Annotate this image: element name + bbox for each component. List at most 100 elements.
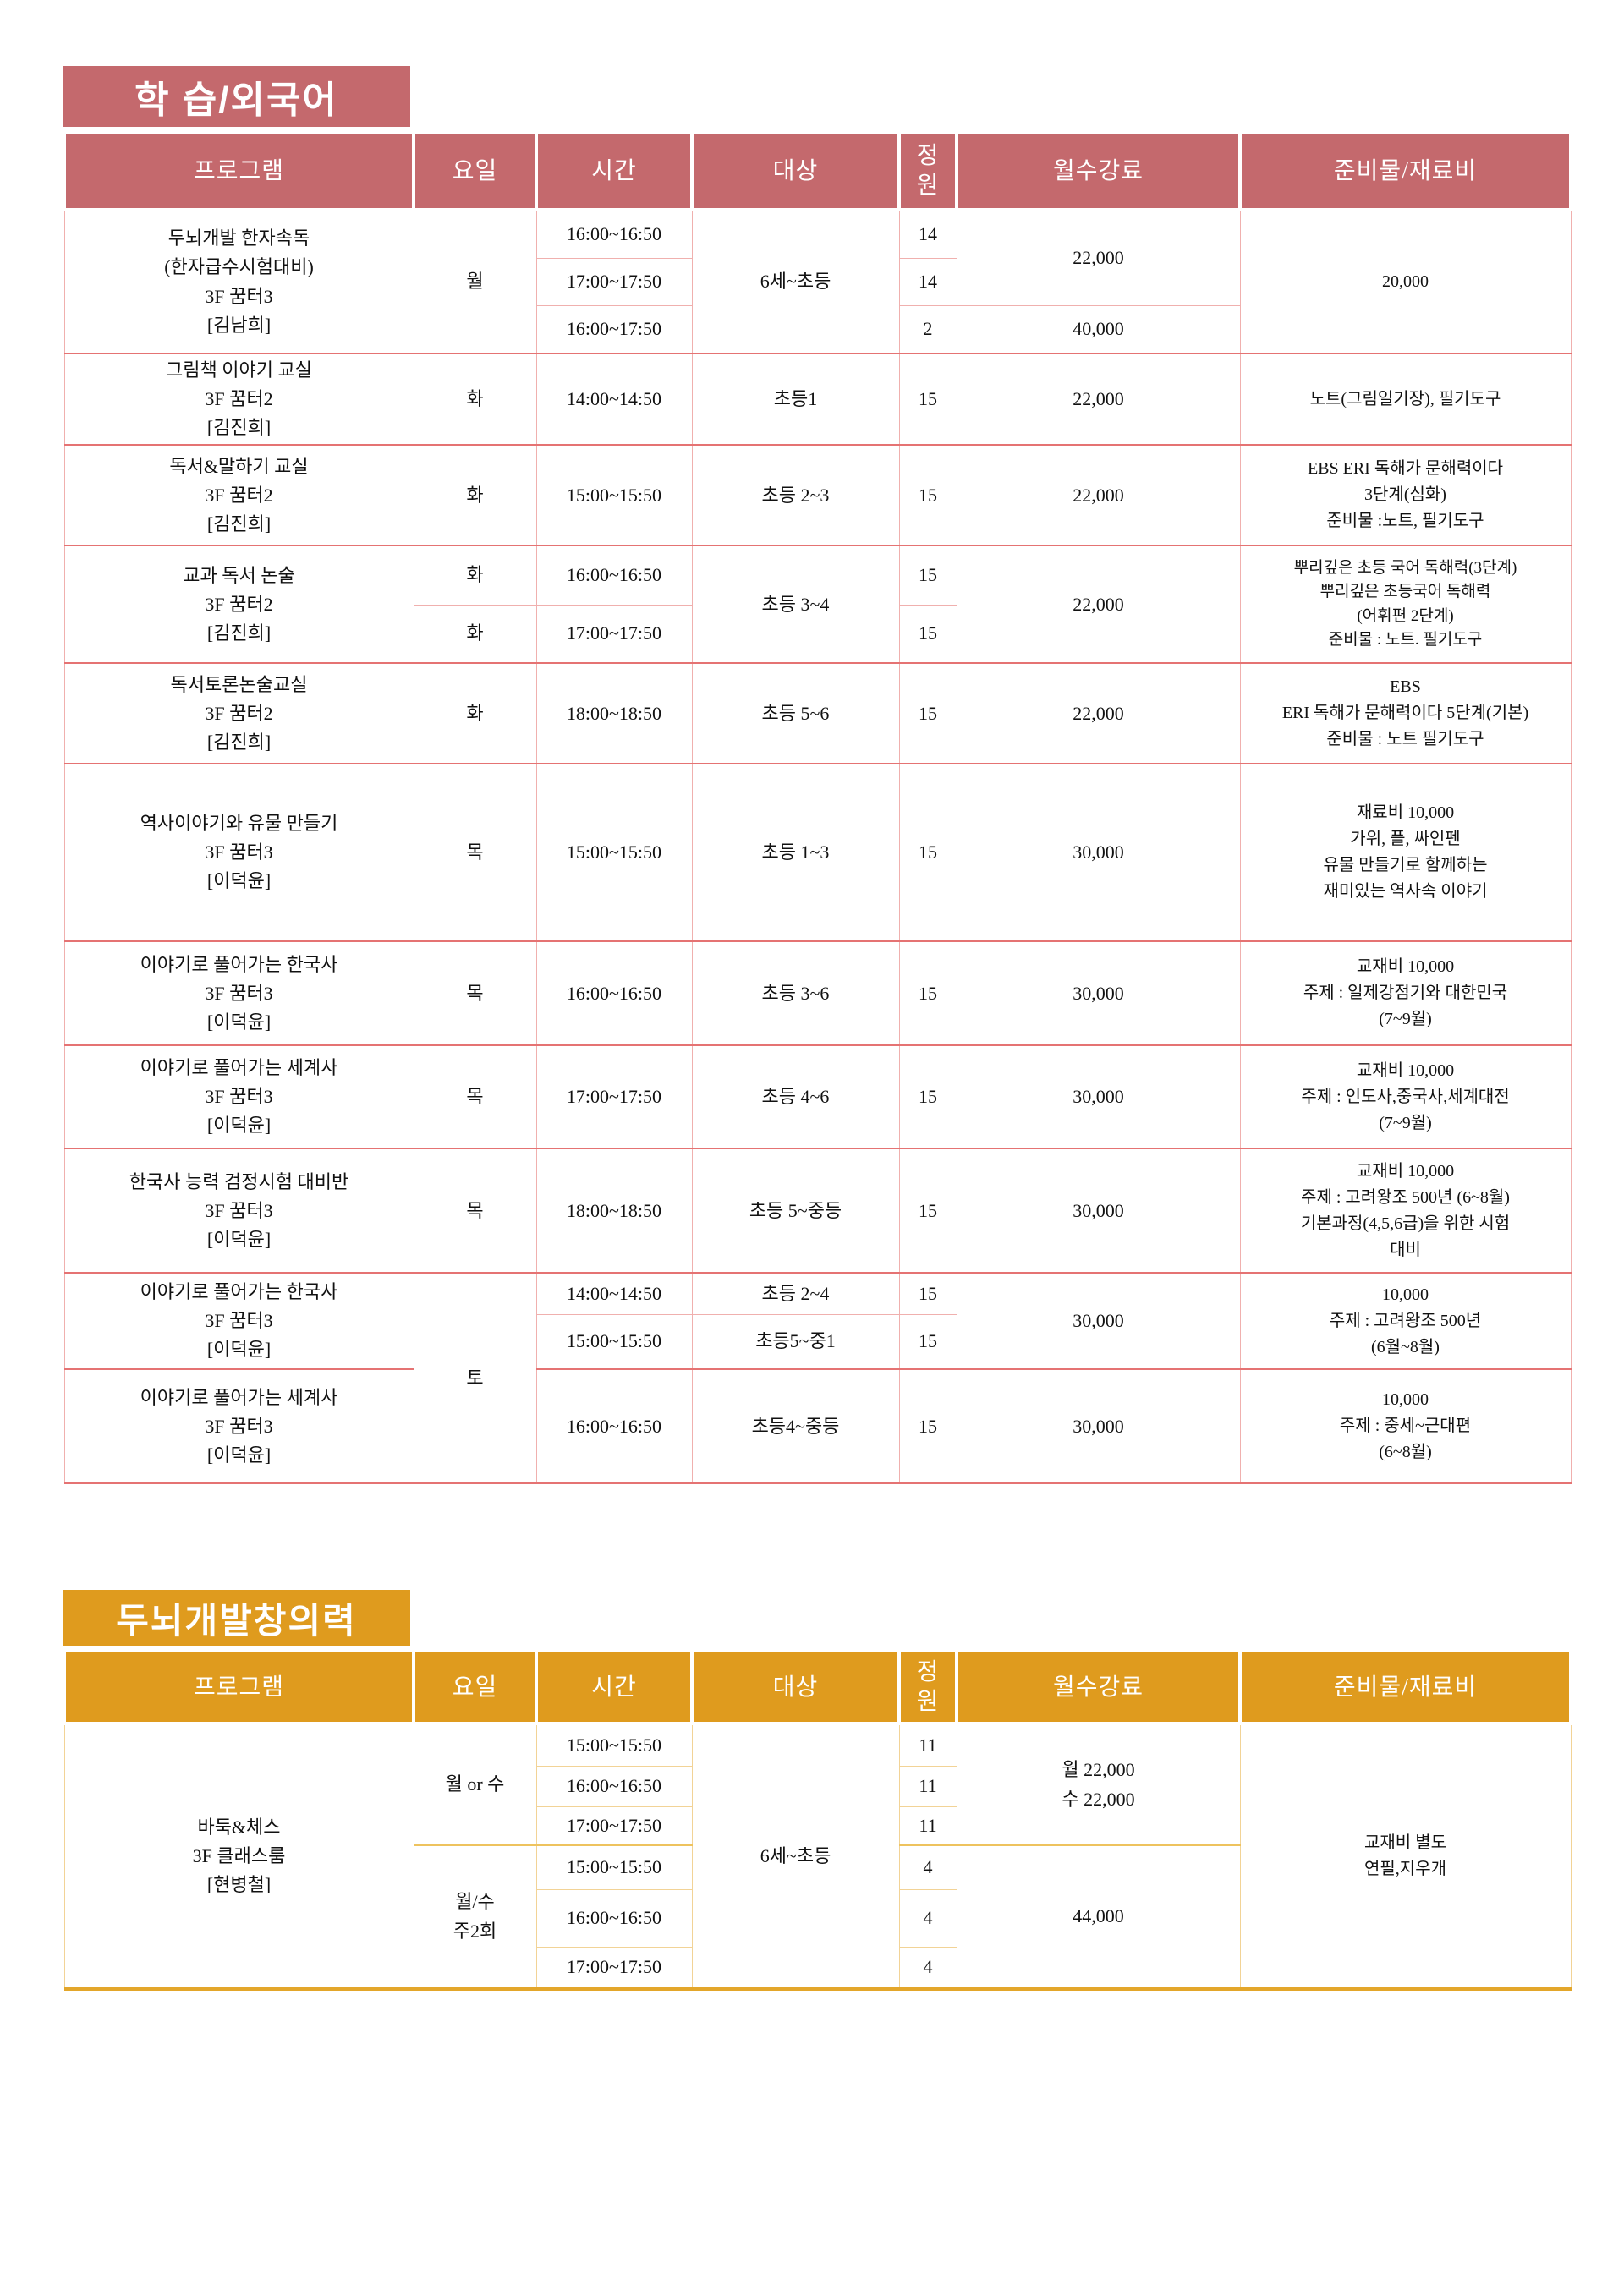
table-row: 16:00~17:50 2 40,000 [64, 304, 1571, 354]
time-cell: 18:00~18:50 [535, 662, 693, 764]
capacity-cell: 2 [898, 304, 957, 354]
target-cell: 초등 2~3 [691, 444, 900, 546]
col-header-supply: 준비물/재료비 [1238, 1649, 1572, 1725]
time-cell: 17:00~17:50 [535, 604, 693, 664]
time-cell: 16:00~16:50 [535, 940, 693, 1046]
time-cell: 14:00~14:50 [535, 1272, 693, 1315]
table-row: 그림책 이야기 교실 3F 꿈터2 [김진희] 화 14:00~14:50 초등… [63, 352, 1572, 446]
capacity-cell: 14 [898, 209, 957, 259]
fee-cell: 22,000 [956, 352, 1241, 446]
section-title-creativity: 두뇌개발창의력 [63, 1590, 410, 1646]
capacity-cell: 15 [898, 1148, 957, 1274]
col-header-day: 요일 [412, 1649, 538, 1725]
fee-cell: 30,000 [956, 940, 1241, 1046]
table-row: 화 17:00~17:50 15 [64, 604, 1571, 664]
day-cell: 화 [413, 352, 537, 446]
target-cell: 6세~초등 [691, 209, 900, 354]
target-cell: 초등 1~3 [691, 763, 900, 942]
table-row: 역사이야기와 유물 만들기 3F 꿈터3 [이덕윤] 목 15:00~15:50… [63, 763, 1572, 942]
table-row: 17:00~17:50 11 [64, 1806, 1571, 1846]
header-row: 프로그램 요일 시간 대상 정 원 월수강료 준비물/재료비 [63, 130, 1572, 211]
time-cell: 17:00~17:50 [535, 1806, 693, 1846]
table-row: 교과 독서 논술 3F 꿈터2 [김진희] 화 16:00~16:50 초등 3… [63, 545, 1572, 664]
time-cell: 16:00~17:50 [535, 304, 693, 354]
capacity-cell: 4 [898, 1946, 957, 1991]
capacity-cell: 15 [898, 1044, 957, 1149]
capacity-cell: 11 [898, 1806, 957, 1846]
fee-cell: 22,000 [956, 209, 1241, 306]
capacity-cell: 15 [898, 1368, 957, 1485]
time-cell: 16:00~16:50 [535, 209, 693, 259]
table-row: 이야기로 풀어가는 한국사 3F 꿈터3 [이덕윤] 토 14:00~14:50… [63, 1272, 1572, 1485]
day-cell: 화 [413, 545, 537, 606]
fee-cell: 22,000 [956, 444, 1241, 546]
fee-cell: 40,000 [956, 304, 1241, 354]
day-cell: 월/수 주2회 [413, 1844, 537, 1991]
table-row: 두뇌개발 한자속독 (한자급수시험대비) 3F 꿈터3 [김남희] 월 16:0… [63, 209, 1572, 354]
capacity-cell: 11 [898, 1723, 957, 1767]
time-cell: 16:00~16:50 [535, 1765, 693, 1807]
supply-cell: 뿌리깊은 초등 국어 독해력(3단계) 뿌리깊은 초등국어 독해력 (어휘편 2… [1239, 545, 1572, 664]
col-header-target: 대상 [690, 1649, 901, 1725]
fee-cell: 30,000 [956, 1272, 1241, 1370]
day-cell: 월 [413, 209, 537, 354]
time-cell: 16:00~16:50 [535, 1888, 693, 1948]
table-row: 17:00~17:50 4 [64, 1946, 1571, 1991]
fee-cell: 30,000 [956, 1148, 1241, 1274]
program-cell: 한국사 능력 검정시험 대비반 3F 꿈터3 [이덕윤] [63, 1148, 414, 1274]
time-cell: 15:00~15:50 [535, 444, 693, 546]
supply-cell: 교재비 10,000 주제 : 고려왕조 500년 (6~8월) 기본과정(4,… [1239, 1148, 1572, 1274]
table-row: 월/수 주2회 15:00~15:50 4 44,000 [64, 1844, 1571, 1991]
supply-cell: 교재비 별도 연필,지우개 [1239, 1723, 1572, 1991]
supply-cell: 교재비 10,000 주제 : 인도사,중국사,세계대전 (7~9월) [1239, 1044, 1572, 1149]
col-header-program: 프로그램 [63, 1649, 415, 1725]
table-row: 이야기로 풀어가는 세계사 3F 꿈터3 [이덕윤] 목 17:00~17:50… [63, 1044, 1572, 1149]
fee-cell: 30,000 [956, 763, 1241, 942]
time-cell: 15:00~15:50 [535, 763, 693, 942]
capacity-cell: 15 [898, 604, 957, 664]
capacity-cell: 15 [898, 1313, 957, 1370]
table-row: 독서&말하기 교실 3F 꿈터2 [김진희] 화 15:00~15:50 초등 … [63, 444, 1572, 546]
col-header-supply: 준비물/재료비 [1238, 130, 1572, 211]
day-cell: 월 or 수 [413, 1723, 537, 1846]
col-header-capacity: 정 원 [897, 130, 958, 211]
col-header-target: 대상 [690, 130, 901, 211]
time-cell: 17:00~17:50 [535, 1044, 693, 1149]
supply-cell: 재료비 10,000 가위, 플, 싸인펜 유물 만들기로 함께하는 재미있는 … [1239, 763, 1572, 942]
fee-cell: 30,000 [956, 1044, 1241, 1149]
target-cell: 초등1 [691, 352, 900, 446]
fee-cell: 22,000 [956, 662, 1241, 764]
table-row: 17:00~17:50 14 [64, 257, 1571, 306]
header-row: 프로그램 요일 시간 대상 정 원 월수강료 준비물/재료비 [63, 1649, 1572, 1725]
col-header-time: 시간 [535, 130, 694, 211]
program-cell: 독서&말하기 교실 3F 꿈터2 [김진희] [63, 444, 414, 546]
day-cell: 화 [413, 604, 537, 664]
target-cell: 6세~초등 [691, 1723, 900, 1991]
fee-cell: 44,000 [956, 1844, 1241, 1991]
day-cell: 목 [413, 940, 537, 1046]
time-cell: 14:00~14:50 [535, 352, 693, 446]
section-learning: 학 습/외국어 프로그램 요일 시간 대상 정 원 월수강료 준비물/재료비 두… [63, 66, 1572, 1485]
day-cell: 토 [413, 1272, 537, 1485]
capacity-cell: 15 [898, 662, 957, 764]
col-header-time: 시간 [535, 1649, 694, 1725]
program-cell: 이야기로 풀어가는 세계사 3F 꿈터3 [이덕윤] [63, 1368, 414, 1485]
day-cell: 화 [413, 444, 537, 546]
program-cell: 교과 독서 논술 3F 꿈터2 [김진희] [63, 545, 414, 664]
target-cell: 초등 4~6 [691, 1044, 900, 1149]
supply-cell: EBS ERI 독해가 문해력이다 5단계(기본) 준비물 : 노트 필기도구 [1239, 662, 1572, 764]
day-cell: 목 [413, 1044, 537, 1149]
section-title-learning: 학 습/외국어 [63, 66, 410, 127]
fee-cell: 22,000 [956, 545, 1241, 664]
program-cell: 역사이야기와 유물 만들기 3F 꿈터3 [이덕윤] [63, 763, 414, 942]
supply-cell: 교재비 10,000 주제 : 일제강점기와 대한민국 (7~9월) [1239, 940, 1572, 1046]
target-cell: 초등 2~4 [691, 1272, 900, 1315]
time-cell: 15:00~15:50 [535, 1313, 693, 1370]
program-cell: 이야기로 풀어가는 세계사 3F 꿈터3 [이덕윤] [63, 1044, 414, 1149]
table-row: 한국사 능력 검정시험 대비반 3F 꿈터3 [이덕윤] 목 18:00~18:… [63, 1148, 1572, 1274]
capacity-cell: 15 [898, 940, 957, 1046]
day-cell: 목 [413, 1148, 537, 1274]
table-row: 바둑&체스 3F 클래스룸 [현병철] 월 or 수 15:00~15:50 6… [63, 1723, 1572, 1991]
time-cell: 16:00~16:50 [535, 1368, 693, 1485]
